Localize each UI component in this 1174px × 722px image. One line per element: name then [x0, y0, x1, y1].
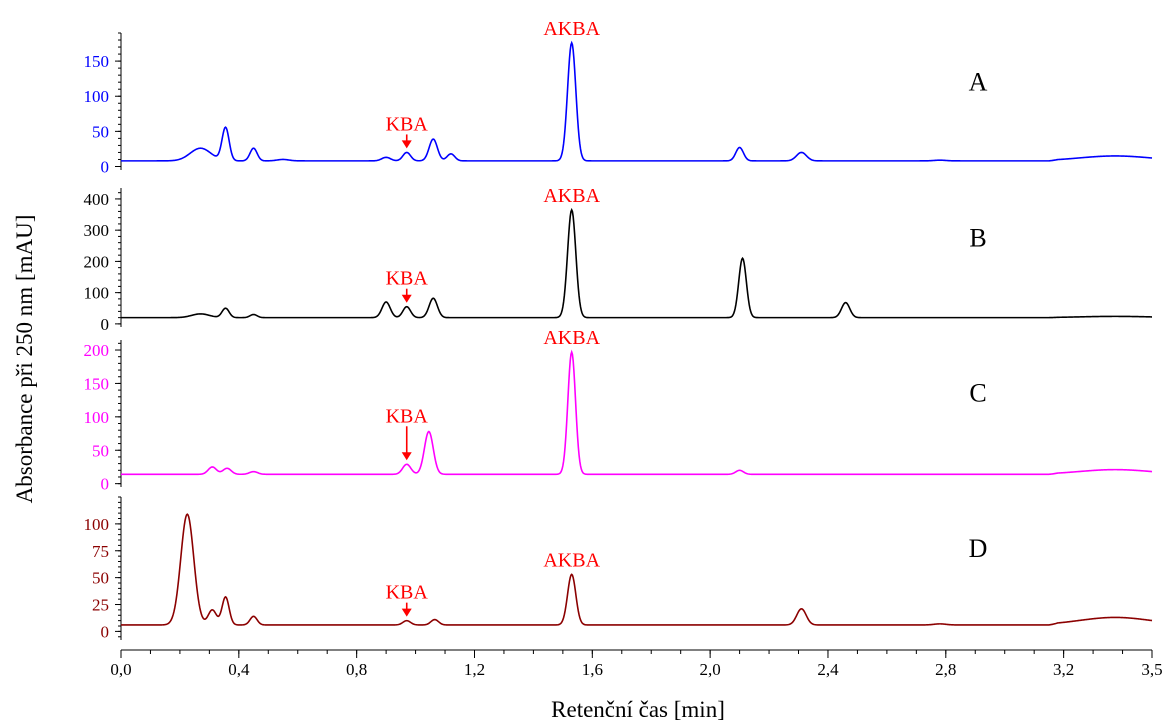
x-tick-label: 2,8 — [935, 660, 956, 679]
y-axis-title: Absorbance při 250 nm [mAU] — [12, 215, 37, 504]
y-tick-label-c: 50 — [92, 441, 109, 460]
y-tick-label-b: 300 — [84, 221, 110, 240]
akba-label-c: AKBA — [543, 327, 600, 349]
y-tick-label-a: 50 — [92, 122, 109, 141]
y-tick-label-c: 0 — [101, 475, 110, 494]
y-tick-label-d: 0 — [101, 622, 110, 641]
y-tick-label-b: 200 — [84, 252, 110, 271]
y-tick-label-a: 150 — [84, 52, 110, 71]
x-tick-label: 1,2 — [464, 660, 485, 679]
panel-d: 0 25 50 75 100 D AKBA KBA — [84, 496, 1153, 641]
x-tick-label: 2,0 — [700, 660, 721, 679]
panel-letter-d: D — [969, 534, 988, 563]
panel-letter-b: B — [969, 223, 986, 252]
x-tick-label: 2,4 — [817, 660, 839, 679]
chromatogram-trace-d — [121, 513, 1153, 626]
chromatogram-trace-b — [121, 207, 1153, 319]
kba-label-c: KBA — [386, 405, 429, 427]
y-tick-label-d: 50 — [92, 569, 109, 588]
kba-arrow-head-d — [401, 608, 412, 617]
panel-letter-c: C — [969, 379, 986, 408]
kba-label-b: KBA — [386, 268, 429, 290]
kba-arrow-head-b — [401, 294, 412, 303]
y-tick-label-a: 100 — [84, 87, 110, 106]
chromatogram-trace-c — [121, 349, 1153, 476]
x-axis-title: Retenční čas [min] — [551, 697, 725, 722]
kba-label-a: KBA — [386, 113, 429, 135]
kba-arrow-head-a — [401, 140, 412, 149]
panel-letter-a: A — [969, 68, 988, 97]
y-tick-label-c: 200 — [84, 341, 110, 360]
panel-a: 0 50 100 150 A AKBA KBA — [84, 18, 1153, 176]
chart-panels: 0 50 100 150 A AKBA KBA 0 100 200 300 400 B AKBA KBA 0 5… — [84, 18, 1153, 641]
x-tick-label: 3,5 — [1141, 660, 1162, 679]
x-tick-label: 0,4 — [228, 660, 250, 679]
kba-arrow-head-c — [401, 452, 412, 461]
x-tick-label: 1,6 — [582, 660, 603, 679]
y-tick-label-b: 100 — [84, 284, 110, 303]
y-tick-label-a: 0 — [101, 157, 110, 176]
akba-label-b: AKBA — [543, 185, 600, 207]
y-tick-label-c: 100 — [84, 408, 110, 427]
panel-b: 0 100 200 300 400 B AKBA KBA — [84, 185, 1153, 334]
x-tick-label: 0,8 — [346, 660, 367, 679]
x-axis: 0,0 0,4 0,8 1,2 1,6 2,0 2,4 2,8 3,2 3,5 — [110, 649, 1163, 679]
akba-label-a: AKBA — [543, 18, 600, 40]
x-tick-label: 0,0 — [110, 660, 131, 679]
chromatogram-trace-a — [121, 40, 1153, 162]
y-tick-label-d: 100 — [84, 515, 110, 534]
y-tick-label-d: 25 — [92, 596, 109, 615]
y-tick-label-b: 0 — [101, 315, 110, 334]
y-tick-label-d: 75 — [92, 542, 109, 561]
panel-c: 0 50 100 150 200 C AKBA KBA — [84, 327, 1153, 494]
y-tick-label-c: 150 — [84, 374, 110, 393]
x-tick-label: 3,2 — [1053, 660, 1074, 679]
y-tick-label-b: 400 — [84, 190, 110, 209]
akba-label-d: AKBA — [543, 549, 600, 571]
kba-label-d: KBA — [386, 582, 429, 604]
